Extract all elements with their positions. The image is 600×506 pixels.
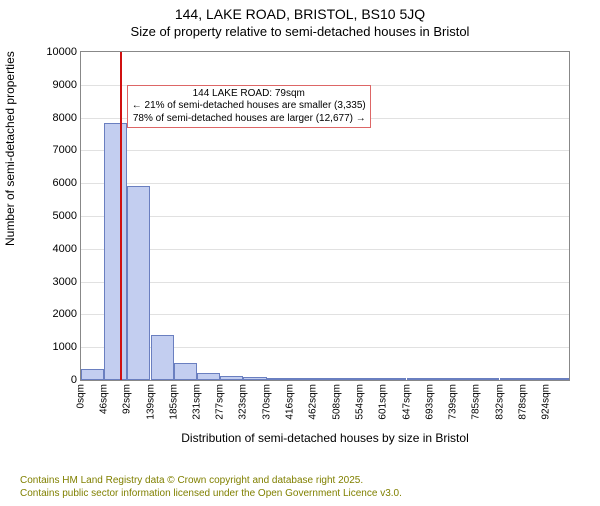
- footer-line-2: Contains public sector information licen…: [20, 487, 402, 500]
- histogram-bar: [523, 378, 546, 380]
- x-tick-label: 785sqm: [470, 384, 481, 420]
- x-tick-label: 601sqm: [378, 384, 389, 420]
- histogram-bar: [453, 378, 476, 380]
- y-tick-label: 2000: [53, 308, 77, 320]
- x-tick-label: 832sqm: [494, 384, 505, 420]
- histogram-bar: [290, 378, 313, 380]
- x-tick-label: 508sqm: [331, 384, 342, 420]
- chart-container: Number of semi-detached properties 01000…: [20, 46, 580, 446]
- chart-footer: Contains HM Land Registry data © Crown c…: [20, 474, 402, 500]
- annotation-line-3: 78% of semi-detached houses are larger (…: [132, 113, 366, 126]
- x-tick-label: 878sqm: [517, 384, 528, 420]
- histogram-bar: [81, 369, 104, 380]
- gridline: [81, 249, 569, 250]
- histogram-bar: [127, 186, 150, 380]
- gridline: [81, 282, 569, 283]
- y-tick-label: 10000: [46, 46, 77, 58]
- x-tick-label: 92sqm: [122, 384, 133, 414]
- y-tick-label: 8000: [53, 112, 77, 124]
- x-tick-label: 416sqm: [285, 384, 296, 420]
- gridline: [81, 314, 569, 315]
- histogram-bar: [407, 378, 430, 380]
- histogram-bar: [151, 335, 174, 380]
- x-tick-label: 739sqm: [447, 384, 458, 420]
- x-tick-label: 323sqm: [238, 384, 249, 420]
- annotation-box: 144 LAKE ROAD: 79sqm← 21% of semi-detach…: [127, 85, 371, 129]
- plot-area: 0100020003000400050006000700080009000100…: [80, 51, 570, 381]
- gridline: [81, 216, 569, 217]
- histogram-bar: [337, 378, 360, 380]
- x-tick-label: 462sqm: [308, 384, 319, 420]
- histogram-bar: [476, 378, 499, 380]
- y-tick-label: 6000: [53, 177, 77, 189]
- x-tick-label: 924sqm: [540, 384, 551, 420]
- chart-subtitle: Size of property relative to semi-detach…: [0, 24, 600, 39]
- y-tick-label: 7000: [53, 144, 77, 156]
- x-tick-label: 647sqm: [401, 384, 412, 420]
- histogram-bar: [174, 363, 197, 380]
- histogram-bar: [104, 123, 127, 380]
- histogram-bar: [243, 377, 266, 380]
- x-tick-label: 139sqm: [145, 384, 156, 420]
- y-tick-label: 5000: [53, 210, 77, 222]
- x-tick-label: 231sqm: [192, 384, 203, 420]
- histogram-bar: [197, 373, 220, 380]
- annotation-line-1: 144 LAKE ROAD: 79sqm: [132, 88, 366, 101]
- x-tick-label: 0sqm: [76, 384, 87, 408]
- x-tick-label: 370sqm: [262, 384, 273, 420]
- x-tick-label: 46sqm: [99, 384, 110, 414]
- histogram-bar: [383, 378, 406, 380]
- histogram-bar: [313, 378, 336, 380]
- histogram-bar: [267, 378, 290, 380]
- annotation-line-2: ← 21% of semi-detached houses are smalle…: [132, 100, 366, 113]
- histogram-bar: [430, 378, 453, 380]
- y-axis-label: Number of semi-detached properties: [3, 51, 17, 246]
- histogram-bar: [500, 378, 523, 380]
- chart-title: 144, LAKE ROAD, BRISTOL, BS10 5JQ: [0, 6, 600, 22]
- gridline: [81, 150, 569, 151]
- x-tick-label: 554sqm: [354, 384, 365, 420]
- gridline: [81, 183, 569, 184]
- x-axis-label: Distribution of semi-detached houses by …: [80, 431, 570, 445]
- histogram-bar: [360, 378, 383, 380]
- histogram-bar: [220, 376, 243, 380]
- x-tick-label: 185sqm: [169, 384, 180, 420]
- footer-line-1: Contains HM Land Registry data © Crown c…: [20, 474, 402, 487]
- histogram-bar: [546, 378, 569, 380]
- property-marker-line: [120, 52, 122, 380]
- y-tick-label: 3000: [53, 276, 77, 288]
- y-tick-label: 9000: [53, 79, 77, 91]
- x-tick-label: 693sqm: [424, 384, 435, 420]
- y-tick-label: 4000: [53, 243, 77, 255]
- x-tick-label: 277sqm: [215, 384, 226, 420]
- y-tick-label: 1000: [53, 341, 77, 353]
